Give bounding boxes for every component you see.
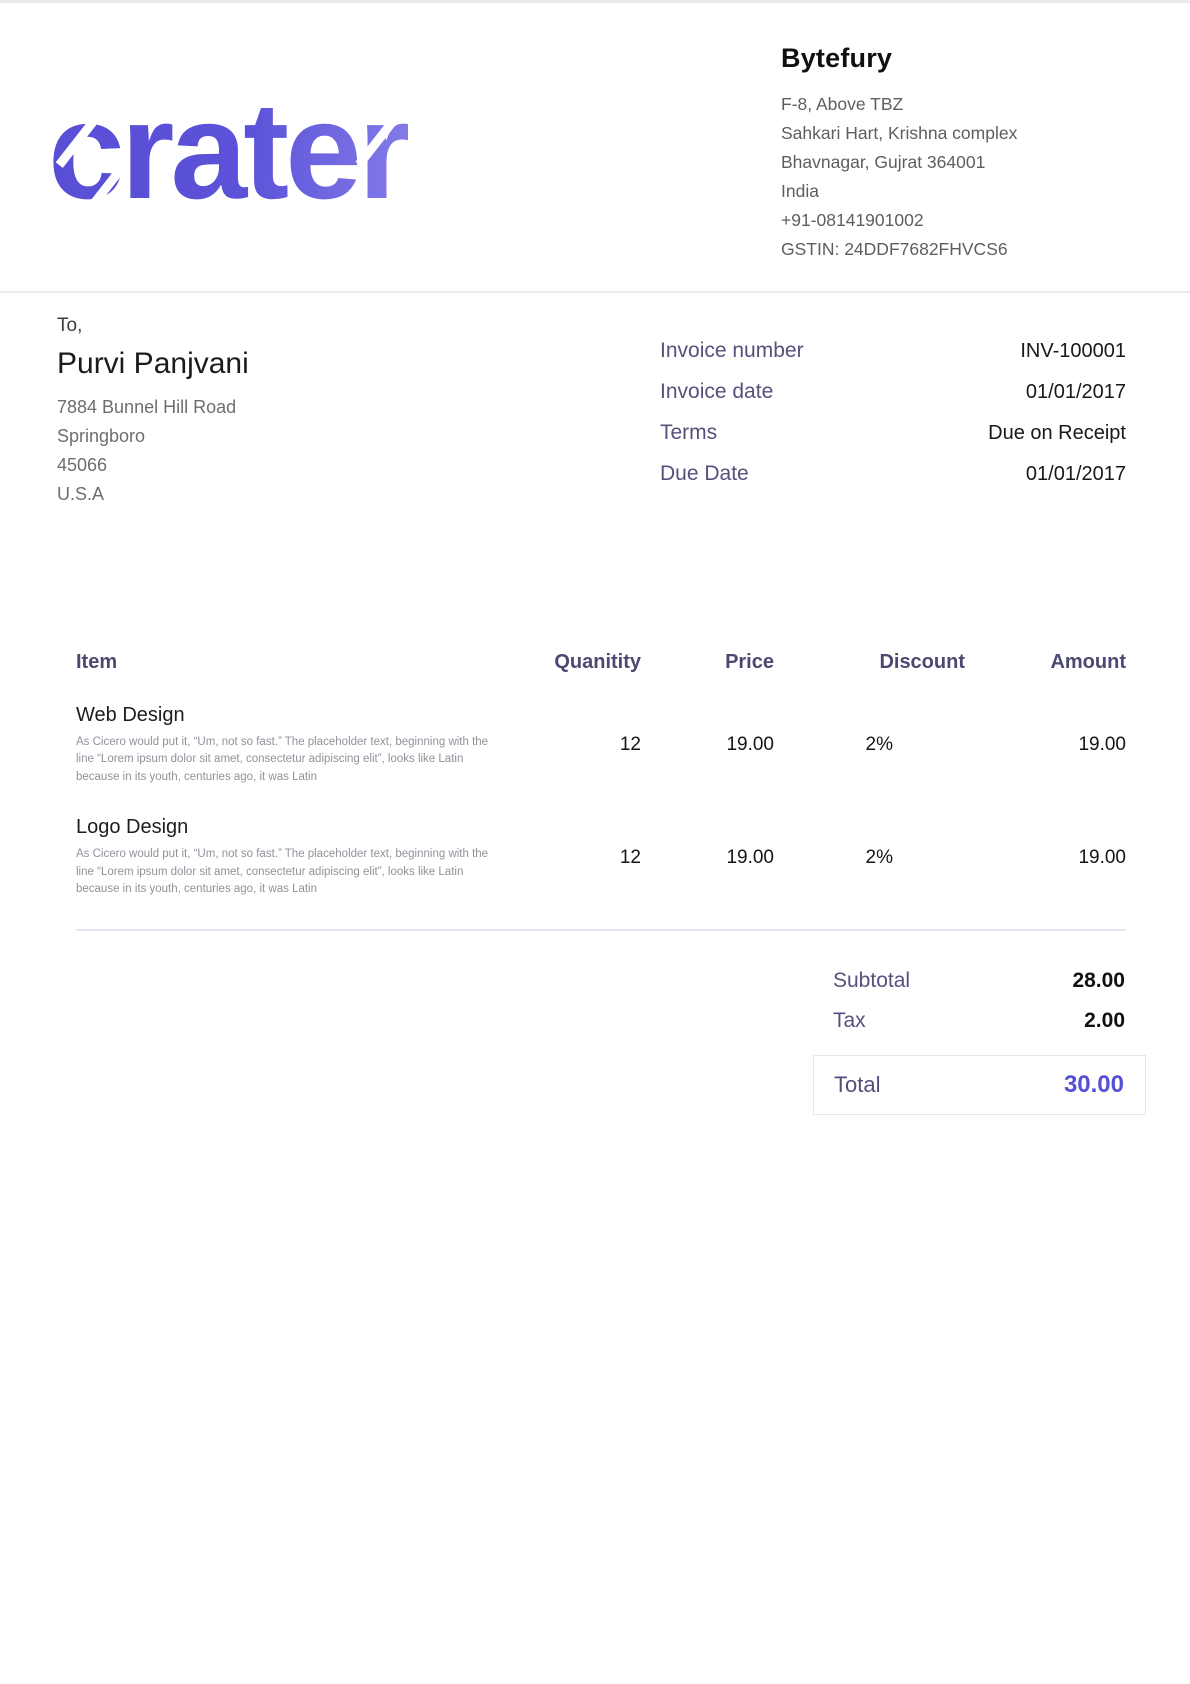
total-label: Total: [834, 1071, 881, 1097]
company-address-line: Sahkari Hart, Krishna complex: [781, 123, 1018, 143]
item-quantity: 12: [619, 734, 641, 756]
bill-to-address-line: 45066: [57, 455, 108, 475]
item-quantity: 12: [619, 846, 641, 868]
bill-to-label: To,: [57, 315, 83, 336]
invoice-date-label: Invoice date: [660, 380, 774, 403]
item-name: Logo Design: [76, 816, 189, 839]
column-header-item: Item: [76, 651, 118, 673]
items-section: Item Quanitity Price Discount Amount Web…: [0, 651, 1190, 1115]
invoice-number-row: Invoice number INV-100001: [660, 339, 1126, 363]
company-block: Bytefury F-8, Above TBZ Sahkari Hart, Kr…: [781, 41, 1126, 264]
item-description: As Cicero would put it, “Um, not so fast…: [76, 848, 489, 896]
bill-to-address-line: 7884 Bunnel Hill Road: [57, 397, 237, 417]
column-header-discount: Discount: [879, 651, 965, 673]
table-bottom-divider: [76, 928, 1126, 931]
company-gstin: GSTIN: 24DDF7682FHVCS6: [781, 239, 1008, 259]
terms-value: Due on Receipt: [988, 422, 1126, 444]
crater-logo-text: crater: [48, 74, 408, 228]
invoice-header: crater Bytefury F-8, Above TBZ Sahkari H…: [0, 3, 1190, 293]
addresses-section: To, Purvi Panjvani 7884 Bunnel Hill Road…: [0, 293, 1190, 509]
subtotal-value: 28.00: [1072, 968, 1125, 992]
company-address-line: F-8, Above TBZ: [781, 94, 904, 114]
terms-row: Terms Due on Receipt: [660, 421, 1126, 445]
table-row: Web Design As Cicero would put it, “Um, …: [76, 704, 1126, 786]
column-header-quantity: Quanitity: [554, 651, 641, 673]
bill-to-address-line: U.S.A: [57, 484, 105, 504]
column-header-amount: Amount: [1050, 651, 1126, 673]
items-table-header: Item Quanitity Price Discount Amount: [76, 651, 1126, 674]
company-address-line: India: [781, 181, 819, 201]
item-name: Web Design: [76, 704, 185, 726]
bill-to-address-line: Springboro: [57, 426, 146, 446]
bill-to-block: To, Purvi Panjvani 7884 Bunnel Hill Road…: [57, 315, 249, 509]
item-amount: 19.00: [1078, 846, 1126, 868]
item-cell: Logo Design As Cicero would put it, “Um,…: [76, 816, 522, 898]
item-amount: 19.00: [1078, 734, 1126, 756]
total-box: Total 30.00: [813, 1054, 1146, 1115]
tax-label: Tax: [833, 1008, 866, 1032]
item-cell: Web Design As Cicero would put it, “Um, …: [76, 704, 522, 786]
tax-row: Tax 2.00: [813, 1001, 1146, 1041]
tax-value: 2.00: [1084, 1008, 1125, 1032]
column-header-price: Price: [725, 651, 774, 673]
item-price: 19.00: [726, 846, 774, 868]
item-price: 19.00: [726, 734, 774, 756]
item-discount: 2%: [865, 846, 893, 868]
bill-to-name: Purvi Panjvani: [57, 347, 249, 380]
crater-logo: crater: [48, 71, 408, 211]
invoice-meta-block: Invoice number INV-100001 Invoice date 0…: [660, 315, 1126, 509]
item-discount: 2%: [865, 734, 893, 756]
table-row: Logo Design As Cicero would put it, “Um,…: [76, 816, 1126, 898]
total-value: 30.00: [1063, 1070, 1124, 1098]
terms-label: Terms: [660, 421, 718, 444]
invoice-number-label: Invoice number: [660, 339, 804, 362]
invoice-number-value: INV-100001: [1020, 340, 1126, 362]
subtotal-row: Subtotal 28.00: [813, 961, 1146, 1001]
invoice-date-row: Invoice date 01/01/2017: [660, 380, 1126, 404]
company-phone: +91-08141901002: [781, 210, 924, 230]
due-date-label: Due Date: [660, 462, 749, 485]
totals-block: Subtotal 28.00 Tax 2.00 Total 30.00: [813, 961, 1146, 1115]
company-name: Bytefury: [781, 43, 893, 73]
item-description: As Cicero would put it, “Um, not so fast…: [76, 736, 489, 783]
invoice-date-value: 01/01/2017: [1025, 381, 1126, 403]
due-date-value: 01/01/2017: [1025, 463, 1126, 485]
subtotal-label: Subtotal: [833, 968, 911, 992]
due-date-row: Due Date 01/01/2017: [660, 462, 1126, 486]
company-address-line: Bhavnagar, Gujrat 364001: [781, 152, 986, 172]
